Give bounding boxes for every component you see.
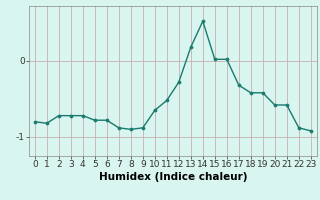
X-axis label: Humidex (Indice chaleur): Humidex (Indice chaleur) [99, 172, 247, 182]
